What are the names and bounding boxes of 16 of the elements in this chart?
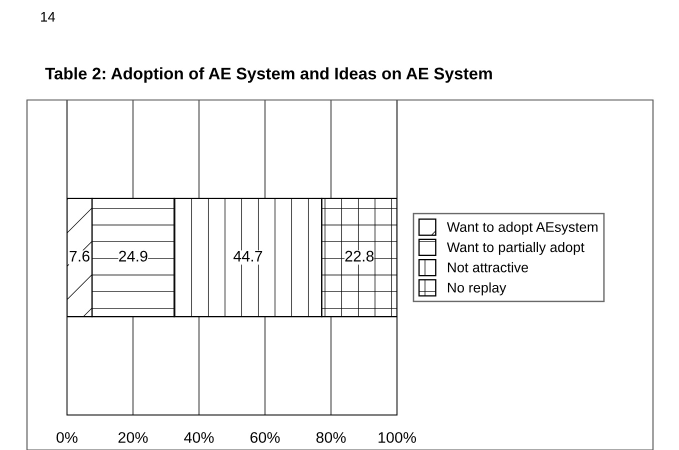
data-label: 22.8 xyxy=(345,250,374,262)
legend-label: Want to adopt AEsystem xyxy=(446,222,598,235)
data-label: 44.7 xyxy=(233,250,262,262)
text: 14 xyxy=(41,12,56,22)
x-tick-label: 100% xyxy=(378,432,416,443)
x-tick-label: 0% xyxy=(56,432,78,443)
legend-label: Not attractive xyxy=(448,262,528,272)
data-label: 7.6 xyxy=(70,250,90,262)
data-label: 24.9 xyxy=(119,250,148,262)
chart-title: Table 2: Adoption of AE System and Ideas on AE System xyxy=(45,67,492,83)
legend-label: Want to partially adopt xyxy=(446,242,584,255)
x-tick-label: 40% xyxy=(184,432,214,443)
x-tick-label: 20% xyxy=(118,432,148,443)
x-tick-label: 60% xyxy=(250,432,280,443)
legend-label: No replay xyxy=(448,282,506,296)
x-tick-label: 80% xyxy=(316,432,346,443)
